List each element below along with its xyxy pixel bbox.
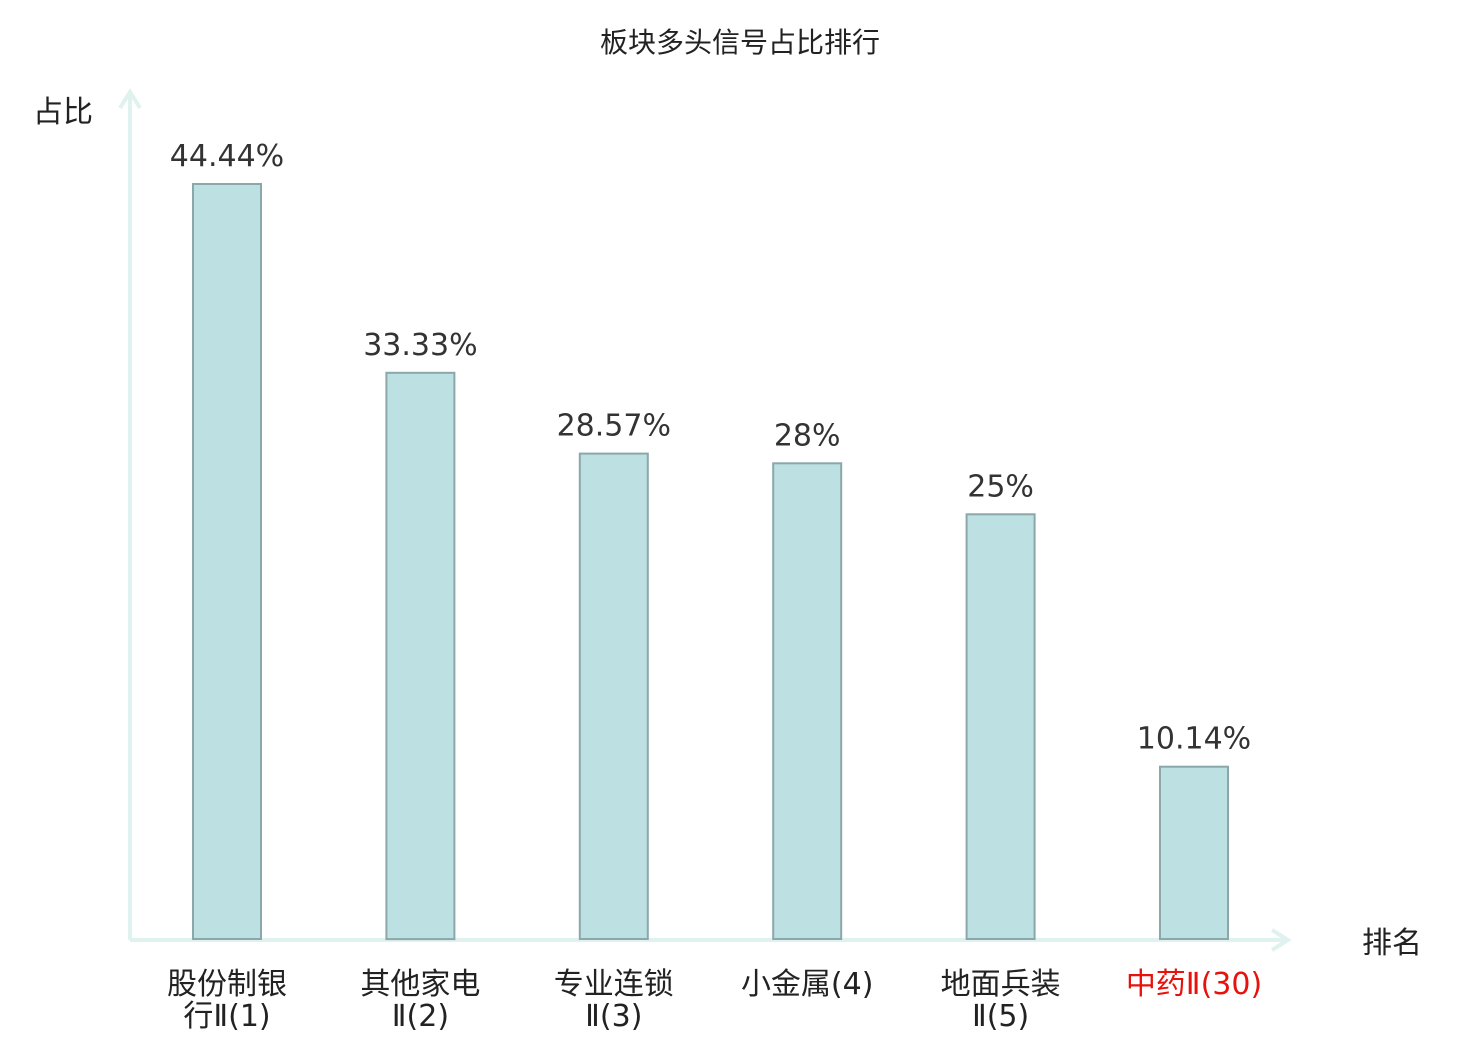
value-label-4: 28% bbox=[774, 418, 841, 453]
x-axis-arrow bbox=[1270, 928, 1292, 952]
category-label-3-line-1: 专业连锁 bbox=[554, 967, 674, 1002]
bar-1 bbox=[192, 183, 262, 940]
value-label-3: 28.57% bbox=[557, 409, 671, 444]
category-label-1-line-2: 行Ⅱ(1) bbox=[183, 999, 270, 1034]
bar-4 bbox=[772, 462, 843, 940]
bars-group bbox=[192, 183, 1229, 941]
value-labels-group: 44.44% 33.33% 28.57% 28% 25% 10.14% bbox=[170, 139, 1251, 757]
category-label-3-line-2: Ⅱ(3) bbox=[585, 999, 642, 1034]
y-axis-arrow bbox=[118, 88, 142, 110]
bar-5 bbox=[965, 513, 1036, 940]
x-axis-label: 排名 bbox=[1362, 926, 1422, 961]
category-label-2-line-1: 其他家电 bbox=[360, 967, 480, 1002]
category-label-5-line-2: Ⅱ(5) bbox=[972, 999, 1029, 1034]
category-label-4-line-1: 小金属(4) bbox=[741, 967, 874, 1002]
value-label-5: 25% bbox=[967, 469, 1034, 504]
bar-2 bbox=[385, 371, 456, 941]
bar-6 bbox=[1159, 765, 1229, 941]
category-label-6-line-1: 中药Ⅱ(30) bbox=[1126, 967, 1262, 1002]
category-label-5-line-1: 地面兵装 bbox=[941, 967, 1061, 1002]
value-label-2: 33.33% bbox=[363, 328, 477, 363]
y-axis-label: 占比 bbox=[33, 95, 93, 130]
value-label-6: 10.14% bbox=[1137, 722, 1251, 757]
category-label-2-line-2: Ⅱ(2) bbox=[392, 999, 449, 1034]
bar-3 bbox=[578, 452, 649, 940]
category-label-1-line-1: 股份制银 bbox=[167, 967, 287, 1002]
value-label-1: 44.44% bbox=[170, 139, 284, 174]
chart-title: 板块多头信号占比排行 bbox=[600, 26, 880, 59]
